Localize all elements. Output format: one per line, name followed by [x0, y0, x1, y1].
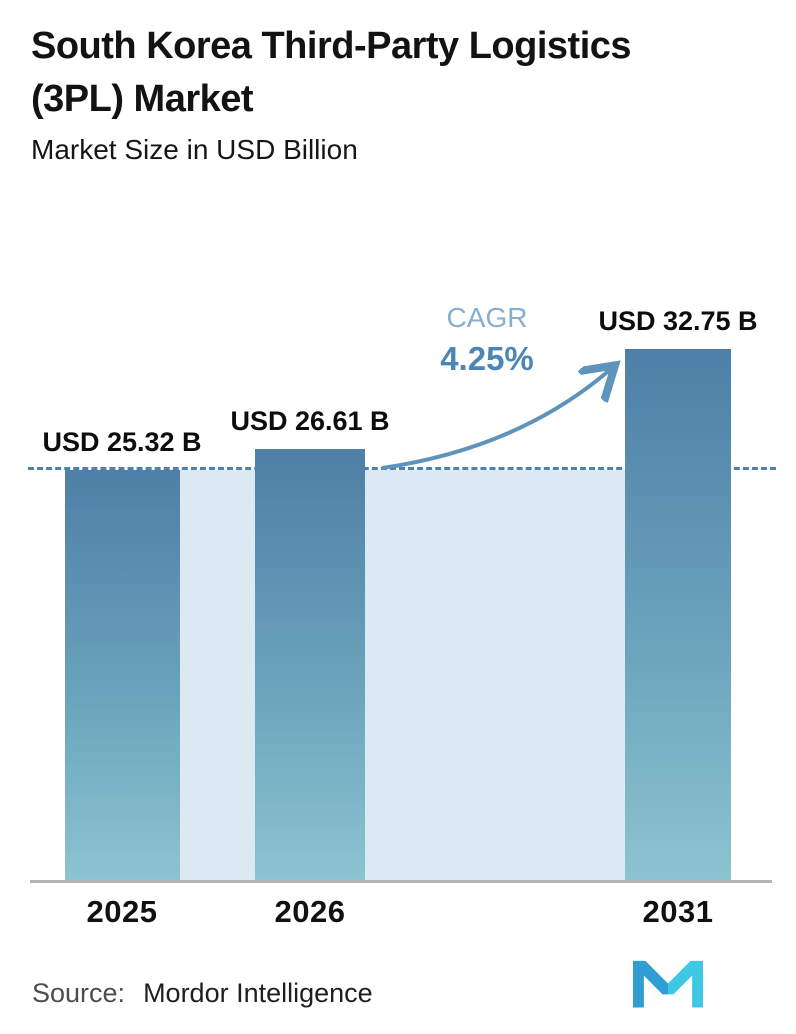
- x-axis-label-2031: 2031: [642, 894, 714, 929]
- chart-header: South Korea Third-Party Logistics (3PL) …: [31, 20, 751, 166]
- bar-2031: [625, 349, 731, 881]
- x-axis-label-2025: 2025: [86, 894, 158, 929]
- bar-2026: [255, 448, 365, 881]
- source-label: Source:: [32, 978, 126, 1008]
- cagr-annotation: CAGR 4.25%: [402, 302, 572, 378]
- bar-value-label-2031: USD 32.75 B: [598, 306, 758, 336]
- cagr-arrow-icon: [381, 340, 650, 470]
- source-value: Mordor Intelligence: [143, 978, 373, 1008]
- bar-value-label-2025: USD 25.32 B: [42, 426, 202, 457]
- bar-2025: [65, 469, 180, 881]
- chart-title: South Korea Third-Party Logistics (3PL) …: [31, 25, 632, 121]
- bar-value-label-2026: USD 26.61 B: [230, 405, 390, 436]
- chart-subtitle: Market Size in USD Billion: [31, 134, 358, 166]
- x-axis-label-2026: 2026: [274, 894, 346, 929]
- x-axis-line: [30, 880, 772, 883]
- plot-area: USD 25.32 B USD 26.61 B USD 32.75 B CAGR…: [28, 280, 776, 929]
- source-line: Source: Mordor Intelligence: [32, 978, 373, 1009]
- mordor-intelligence-logo: [633, 960, 703, 1008]
- cagr-label: CAGR: [446, 302, 528, 333]
- cagr-value: 4.25%: [440, 340, 534, 377]
- reference-dashed-line: [28, 466, 776, 470]
